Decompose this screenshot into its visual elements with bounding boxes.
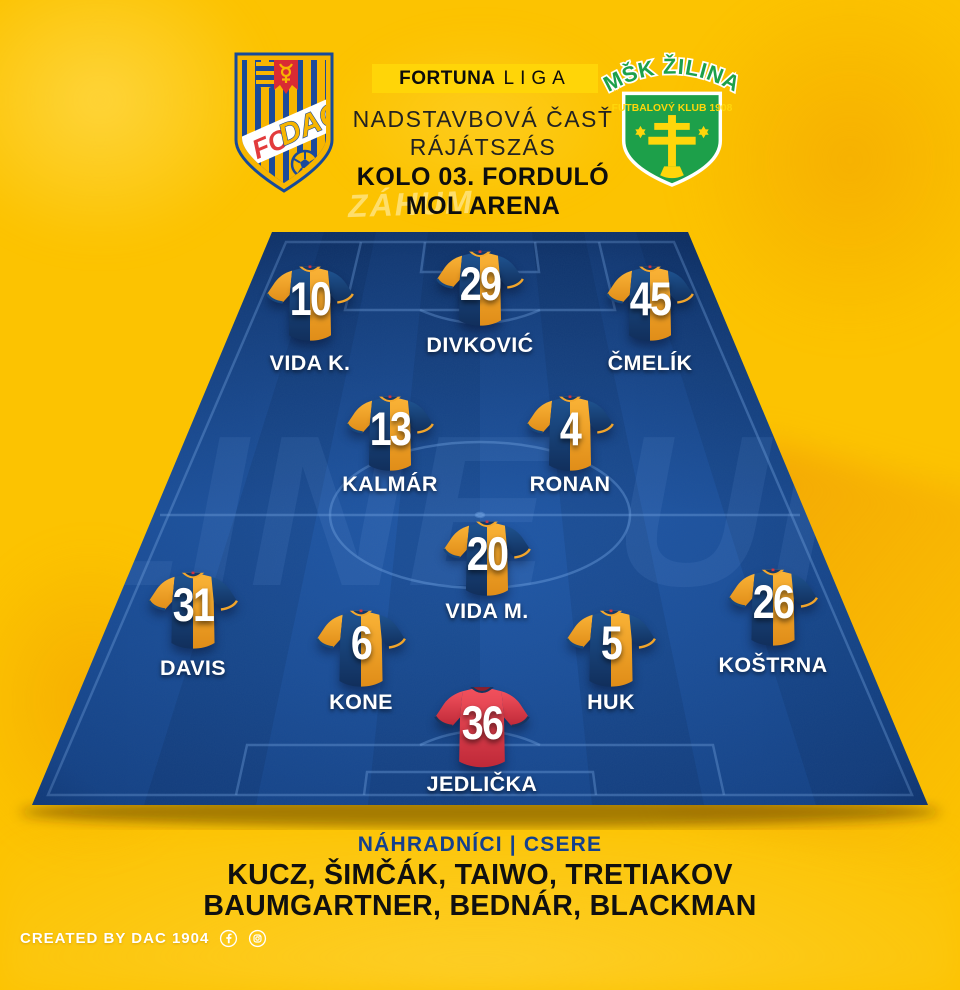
player-cmelik: 45 ČMELÍK [603, 262, 697, 375]
player-divkovic: 29 DIVKOVIĆ [426, 247, 533, 357]
substitutes-line-1: KUCZ, ŠIMČÁK, TAIWO, TRETIAKOV [227, 859, 733, 891]
stage-line-1: NADSTAVBOVÁ ČASŤ [352, 106, 614, 132]
player-vida-m: 20 VIDA M. [440, 517, 534, 623]
facebook-icon [220, 929, 238, 948]
player-name: DIVKOVIĆ [426, 333, 534, 357]
player-name: HUK [587, 690, 635, 714]
player-number: 6 [350, 616, 373, 669]
instagram-icon [249, 929, 267, 948]
home-team-logo: FC DAC [234, 52, 334, 193]
zilina-name: MŠK ŽILINA [601, 52, 743, 99]
round-line: KOLO 03. FORDULÓ [356, 163, 610, 191]
away-team-logo: MŠK ŽILINA FUTBALOVÝ KLUB 1908 [601, 52, 743, 187]
player-kone: 6 KONE [313, 606, 409, 714]
player-ronan: 4 RONAN [523, 392, 617, 496]
mercury-icon [279, 63, 293, 83]
league-name-light: LIGA [503, 67, 571, 89]
svg-text:MŠK ŽILINA: MŠK ŽILINA [601, 54, 743, 97]
player-number: 4 [559, 402, 582, 455]
player-vida-k: 10 VIDA K. [263, 262, 357, 375]
stage-line-2: RÁJÁTSZÁS [409, 134, 557, 160]
player-number: 13 [369, 402, 412, 455]
double-cross-icon [648, 115, 696, 179]
player-kalmar: 13 KALMÁR [342, 392, 437, 496]
player-name: KALMÁR [342, 472, 438, 496]
player-name: VIDA M. [445, 599, 529, 623]
player-number: 45 [629, 272, 672, 325]
credit-text: CREATED BY DAC 1904 [20, 930, 210, 947]
player-number: 10 [289, 272, 332, 325]
league-name-bold: FORTUNA [399, 67, 496, 89]
substitutes-heading: NÁHRADNÍCI | CSERE [357, 833, 603, 856]
player-kostrna: 26 KOŠTRNA [718, 565, 827, 677]
footer: CREATED BY DAC 1904 [20, 929, 267, 948]
player-name: RONAN [529, 472, 611, 496]
player-name: DAVIS [159, 656, 227, 680]
player-jedlicka-goalkeeper: 36 JEDLIČKA [427, 682, 537, 796]
player-name: KOŠTRNA [718, 653, 828, 677]
player-number: 26 [752, 575, 795, 628]
player-number: 31 [172, 578, 215, 631]
player-number: 5 [600, 616, 623, 669]
venue-line: MOL ARENA [405, 192, 561, 220]
player-name: ČMELÍK [607, 351, 693, 375]
player-number: 20 [466, 527, 509, 580]
player-davis: 31 DAVIS [145, 568, 241, 680]
zilina-subtitle: FUTBALOVÝ KLUB 1908 [612, 101, 733, 114]
player-name: VIDA K. [269, 351, 351, 375]
player-number: 29 [459, 257, 502, 310]
player-number: 36 [461, 696, 504, 749]
player-huk: 5 HUK [563, 606, 659, 714]
substitutes-line-2: BAUMGARTNER, BEDNÁR, BLACKMAN [203, 890, 757, 922]
league-badge: FORTUNA LIGA [372, 64, 598, 93]
player-name: JEDLIČKA [426, 772, 538, 796]
player-name: KONE [329, 690, 393, 714]
